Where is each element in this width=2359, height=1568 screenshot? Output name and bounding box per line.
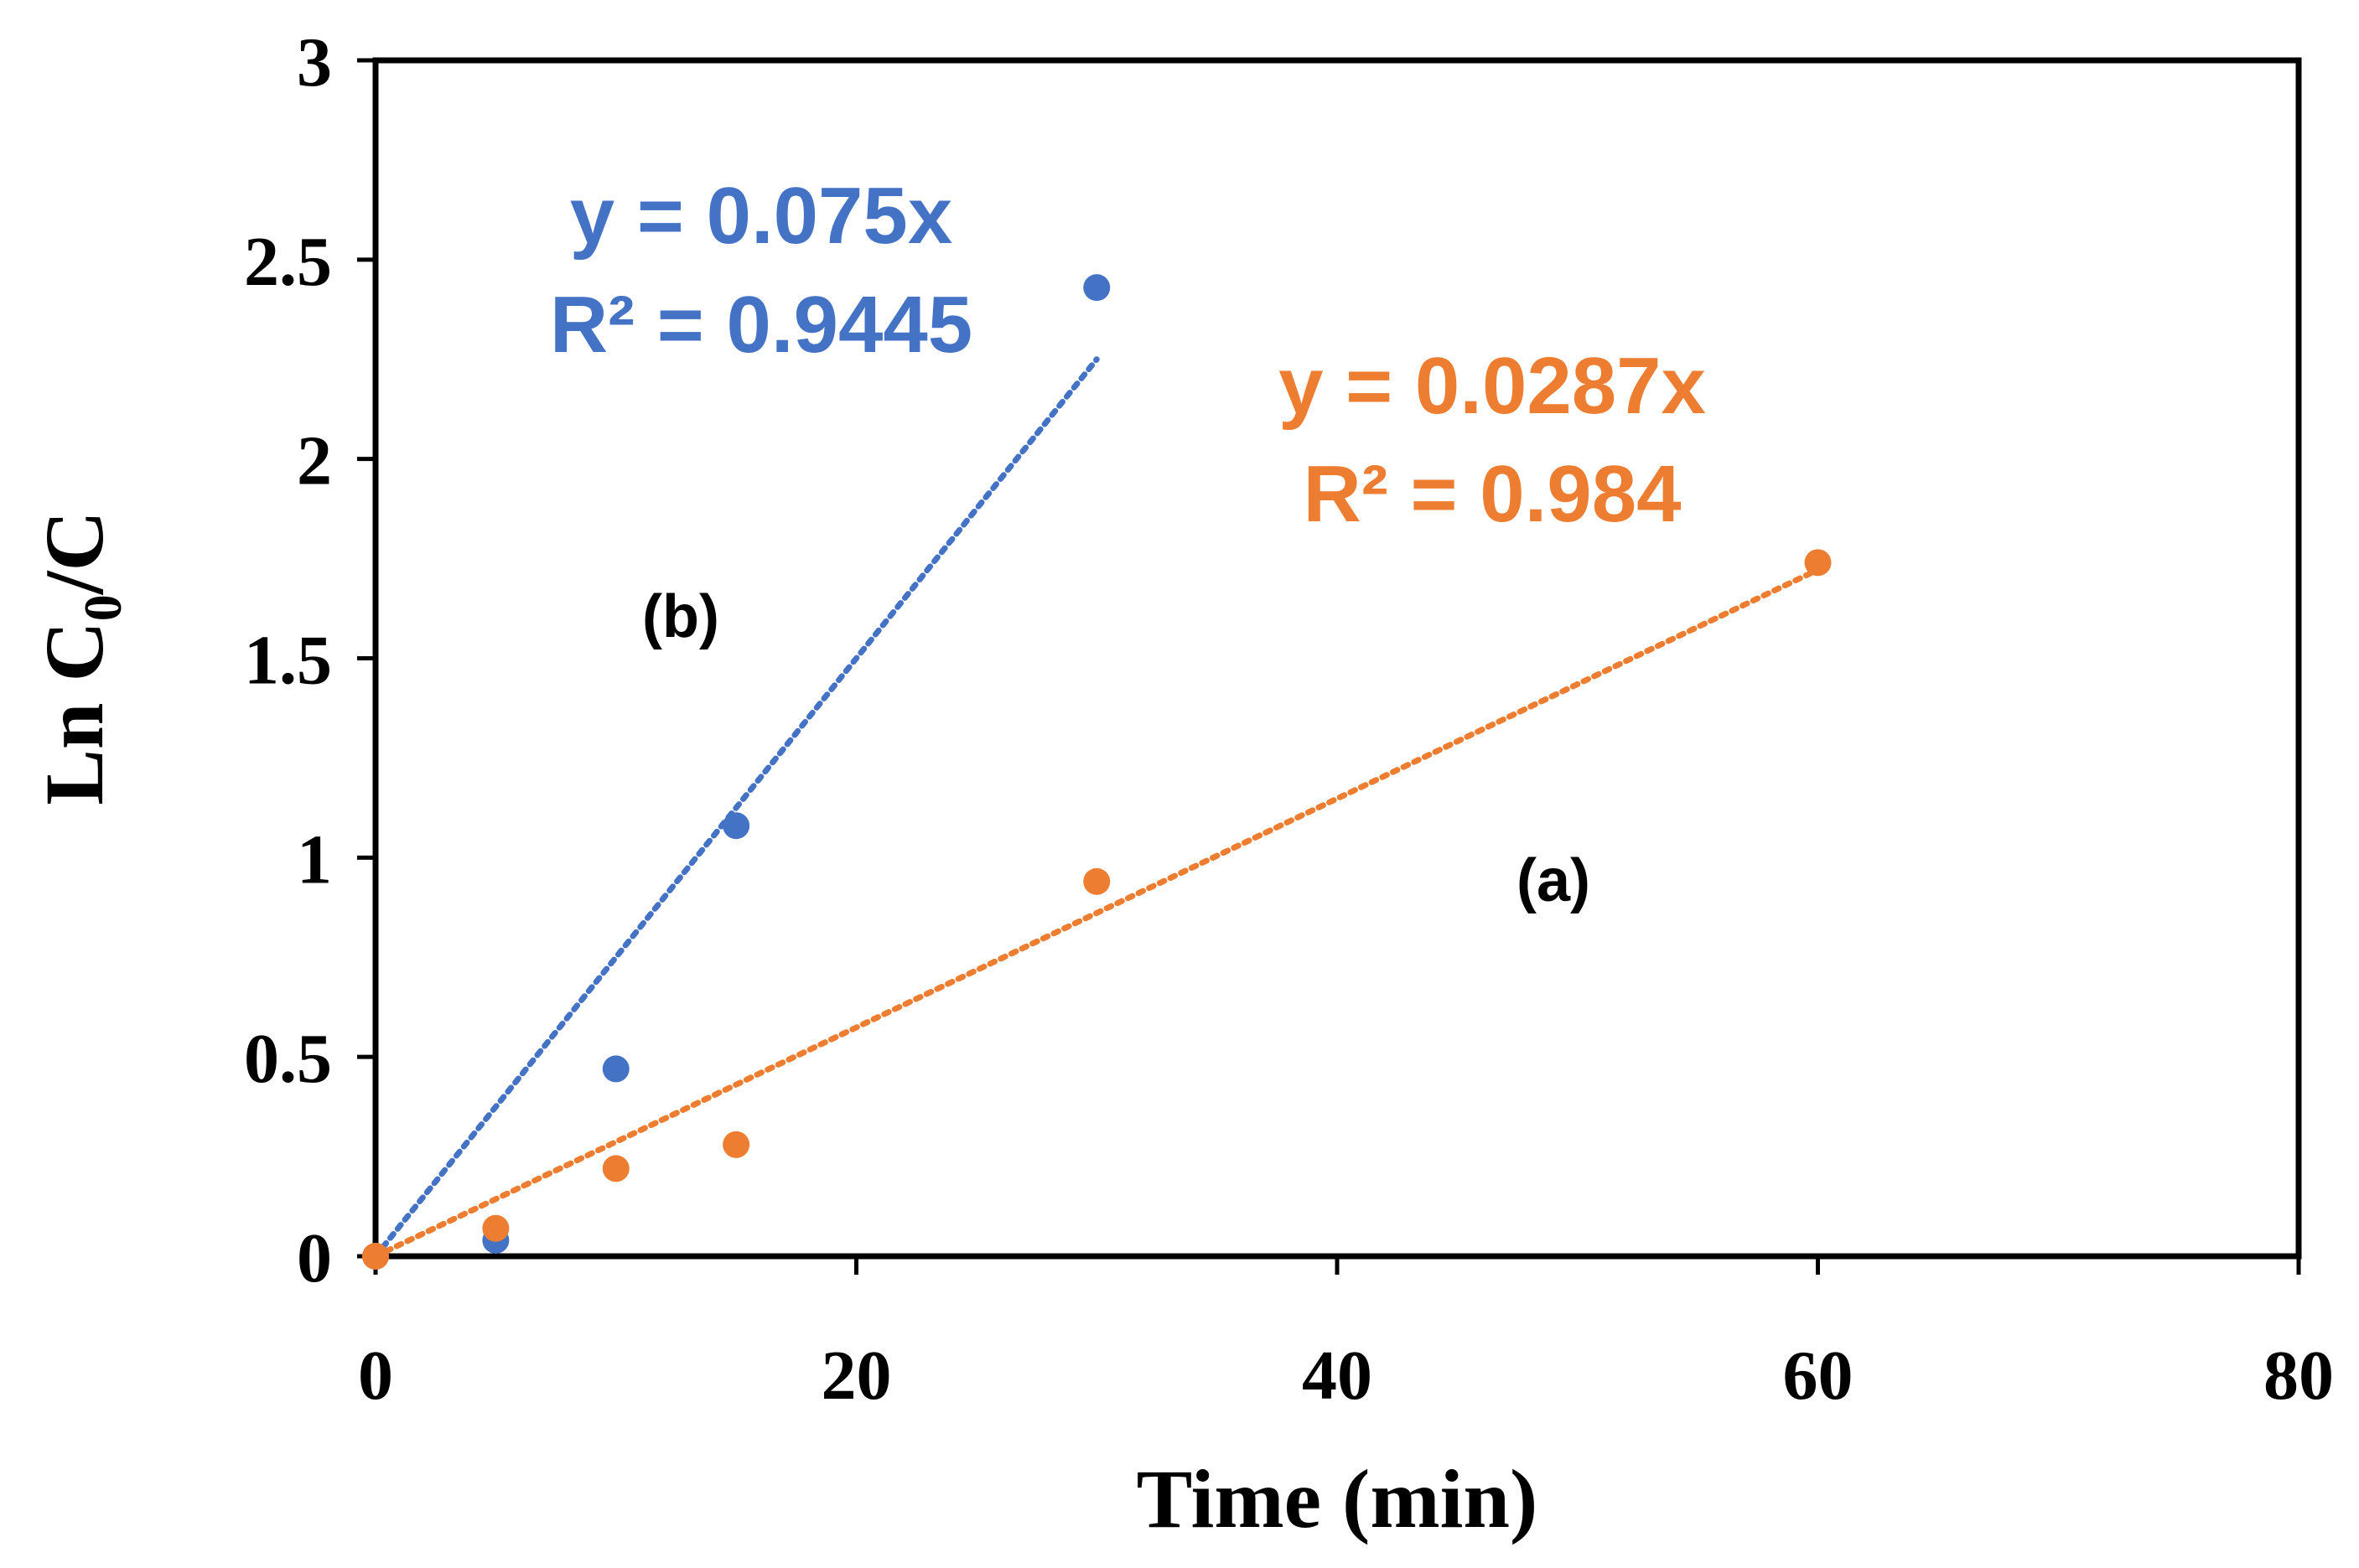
y-tick-label: 2 bbox=[297, 422, 332, 500]
x-tick-label: 40 bbox=[1302, 1337, 1372, 1415]
curve-label-b: (b) bbox=[642, 583, 719, 650]
data-point-b bbox=[1083, 274, 1111, 302]
equation-a: y = 0.0287x bbox=[1278, 341, 1706, 431]
x-tick-label: 0 bbox=[358, 1337, 393, 1415]
x-axis-ticks: 0 20 40 60 80 bbox=[358, 1256, 2334, 1415]
data-point-a bbox=[362, 1243, 389, 1270]
y-tick-label: 2.5 bbox=[244, 223, 332, 301]
x-tick-label: 80 bbox=[2263, 1337, 2334, 1415]
r2-a: R² = 0.984 bbox=[1304, 449, 1682, 539]
data-point-a bbox=[602, 1155, 630, 1182]
y-axis-title-tail: /C bbox=[28, 510, 121, 595]
y-tick-label: 1 bbox=[297, 820, 332, 898]
x-tick-label: 60 bbox=[1783, 1337, 1854, 1415]
r2-b: R² = 0.9445 bbox=[550, 280, 972, 370]
trendlines bbox=[372, 356, 1821, 1260]
equation-b: y = 0.075x bbox=[570, 171, 952, 261]
data-point-a bbox=[723, 1131, 750, 1158]
data-point-b bbox=[602, 1055, 630, 1083]
y-tick-label: 0 bbox=[297, 1219, 332, 1297]
y-axis-title-sub: 0 bbox=[73, 594, 132, 621]
y-axis-ticks: 0 0.5 1 1.5 2 2.5 3 bbox=[244, 23, 376, 1297]
data-point-a bbox=[482, 1214, 510, 1242]
y-axis-title-main: Ln C bbox=[28, 621, 121, 805]
data-point-a bbox=[1804, 549, 1832, 577]
curve-label-a: (a) bbox=[1516, 847, 1590, 914]
trendline-a bbox=[372, 567, 1821, 1260]
y-tick-label: 1.5 bbox=[244, 622, 332, 700]
x-axis-title: Time (min) bbox=[1137, 1452, 1538, 1545]
y-axis-title: Ln C0/C bbox=[28, 510, 132, 805]
data-point-a bbox=[1083, 867, 1111, 895]
y-tick-label: 3 bbox=[297, 23, 332, 101]
x-tick-label: 20 bbox=[822, 1337, 892, 1415]
data-points bbox=[362, 274, 1832, 1270]
data-point-b bbox=[723, 812, 750, 840]
trendline-b bbox=[372, 356, 1100, 1260]
y-tick-label: 0.5 bbox=[244, 1020, 332, 1098]
